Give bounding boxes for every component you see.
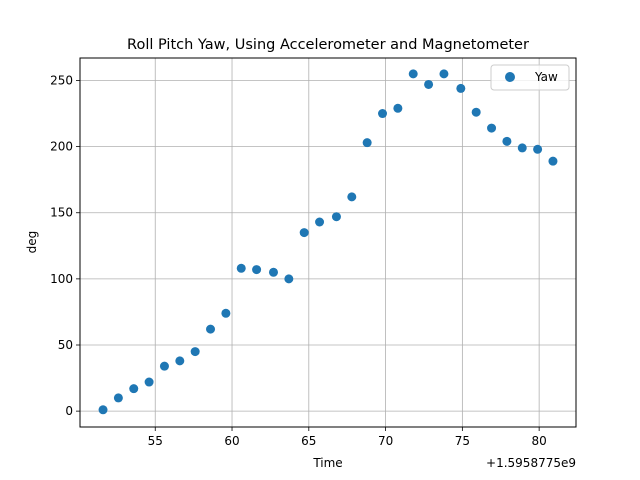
y-tick-label: 100 [50, 272, 73, 286]
data-point [206, 324, 216, 334]
x-tick-label: 65 [301, 434, 316, 448]
data-point [129, 384, 139, 394]
x-tick-label: 75 [455, 434, 470, 448]
y-tick-label: 50 [58, 338, 73, 352]
data-point [315, 217, 325, 227]
legend-label: Yaw [534, 70, 558, 84]
data-point [190, 347, 200, 357]
data-point [347, 192, 357, 202]
data-point [284, 274, 294, 284]
data-point [331, 212, 341, 222]
plot-frame [79, 57, 577, 428]
y-axis-label: deg [25, 231, 39, 254]
data-point [502, 136, 512, 146]
data-point [517, 143, 527, 153]
data-point [487, 123, 497, 133]
data-point [548, 156, 558, 166]
data-point [221, 308, 231, 318]
chart-title: Roll Pitch Yaw, Using Accelerometer and … [127, 37, 529, 53]
y-tick-label: 250 [50, 73, 73, 87]
x-tick-label: 55 [148, 434, 163, 448]
data-point [408, 69, 418, 79]
x-axis-label: Time [312, 456, 342, 470]
data-point [378, 109, 388, 119]
data-point [362, 138, 372, 148]
data-point [236, 263, 246, 273]
data-point [144, 377, 154, 387]
y-tick-label: 150 [50, 206, 73, 220]
data-point [98, 405, 108, 415]
x-axis-offset-label: +1.5958775e9 [486, 456, 576, 470]
x-tick-label: 60 [224, 434, 239, 448]
data-point [439, 69, 449, 79]
legend: Yaw [490, 64, 570, 91]
data-point [252, 265, 262, 275]
legend-marker [505, 72, 515, 82]
x-tick-label: 70 [378, 434, 393, 448]
x-tick-label: 80 [532, 434, 547, 448]
data-points [98, 69, 558, 415]
data-point [175, 356, 185, 366]
data-point [159, 361, 169, 371]
axis-ticks: 55 60 65 70 75 80 0 50 100 150 200 250 [50, 73, 547, 448]
data-point [268, 267, 278, 277]
data-point [393, 103, 403, 113]
y-tick-label: 0 [65, 404, 73, 418]
data-point [456, 83, 466, 93]
data-point [471, 107, 481, 117]
grid-lines [80, 58, 576, 427]
data-point [299, 228, 309, 238]
legend-box [490, 64, 570, 91]
data-point [113, 393, 123, 403]
data-point [533, 144, 543, 154]
data-point [424, 79, 434, 89]
y-tick-label: 200 [50, 140, 73, 154]
